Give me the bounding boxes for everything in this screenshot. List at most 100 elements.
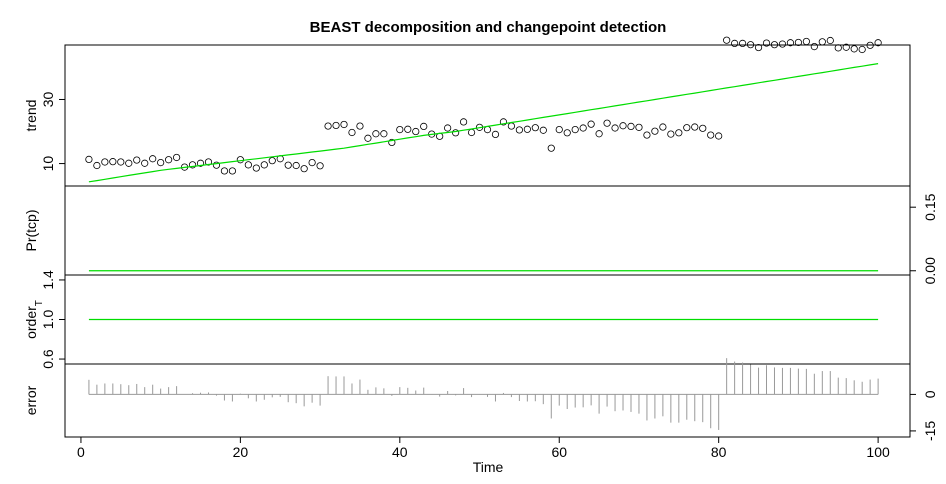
trend-point [300,165,308,173]
panel-frame [64,185,911,276]
trend-point [738,39,747,47]
trend-point [388,138,396,147]
trend-point [794,38,802,47]
trend-point [252,164,260,172]
trend-point [268,157,276,165]
trend-point [563,129,571,137]
trend-point [723,36,731,44]
trend-point [220,167,229,175]
trend-point [204,158,213,166]
panel-1: 0.00 0.15 Pr(tcp) [23,185,938,284]
trend-point [603,119,611,127]
trend-point [372,130,380,138]
trend-point [85,155,93,164]
trend-point [595,130,603,138]
trend-point [125,159,133,167]
y-tick-label: 1.0 [40,310,56,330]
panel-frame [64,363,911,438]
trend-point [348,128,356,137]
x-tick-label: 0 [77,444,85,460]
trend-point [699,124,707,132]
trend-point [173,153,181,162]
y-tick-label: 0.15 [922,193,938,220]
y-tick-label: 1.4 [40,270,56,290]
trend-point [731,39,739,47]
trend-point [810,43,818,51]
trend-point [778,40,787,48]
x-tick-label: 20 [233,444,249,460]
trend-point [659,123,667,131]
trend-point [826,36,834,45]
trend-point [762,39,771,47]
trend-point [842,43,850,51]
trend-point [707,131,715,139]
y-tick-label: 30 [40,91,56,107]
trend-point [770,41,779,49]
trend-point [308,159,316,167]
trend-point [467,128,476,137]
trend-point [579,124,587,132]
trend-point [786,39,795,47]
y-axis-label: Pr(tcp) [23,210,39,252]
trend-point [683,124,691,132]
trend-point [539,126,547,134]
trend-point [420,122,428,130]
panel-3: -15 0 error [23,358,938,441]
trend-point [380,130,388,138]
trend-point [635,123,643,131]
trend-point [715,132,723,140]
trend-point [874,39,882,47]
trend-point [651,127,659,135]
trend-point [244,161,252,169]
trend-point [587,120,595,128]
trend-point [356,122,364,130]
trend-point [292,161,300,170]
trend-point [316,162,324,170]
trend-point [188,161,197,169]
trend-point [746,41,755,49]
trend-point [260,161,268,169]
trend-point [523,125,531,133]
trend-point [133,156,141,164]
y-axis-label-subscript: T [34,300,45,306]
trend-point [109,158,117,166]
x-tick-label: 60 [551,444,567,460]
trend-point [571,126,579,134]
trend-point [667,130,675,138]
trend-fit-line [88,63,879,183]
trend-point [515,126,523,134]
trend-point [619,122,627,130]
trend-point [332,121,340,130]
trend-point [404,125,412,133]
trend-point [340,120,348,129]
x-tick-label: 80 [711,444,727,460]
trend-point [364,134,372,142]
trend-point [643,131,651,139]
trend-point [507,122,516,130]
trend-point [412,127,420,136]
trend-point [396,126,404,134]
trend-point [675,129,683,137]
trend-point [866,41,874,49]
trend-point [611,124,619,132]
trend-point [101,158,109,166]
trend-point [491,130,500,139]
x-axis: 0 20 40 60 80 100 [77,436,890,460]
y-tick-label: 0 [922,390,938,398]
trend-point [165,156,173,164]
chart-title: BEAST decomposition and changepoint dete… [310,19,667,36]
trend-point [228,167,237,175]
trend-point [531,124,539,132]
trend-point [212,161,221,169]
trend-point [802,37,810,46]
panels: 1030trend0.000.15Pr(tcp)0.61.01.4orderT-… [23,36,938,441]
y-tick-label: 0.00 [922,257,938,284]
trend-point [834,44,842,52]
trend-point [452,129,460,137]
y-axis-label: trend [23,100,39,132]
trend-point [284,161,292,169]
trend-point [157,159,165,167]
